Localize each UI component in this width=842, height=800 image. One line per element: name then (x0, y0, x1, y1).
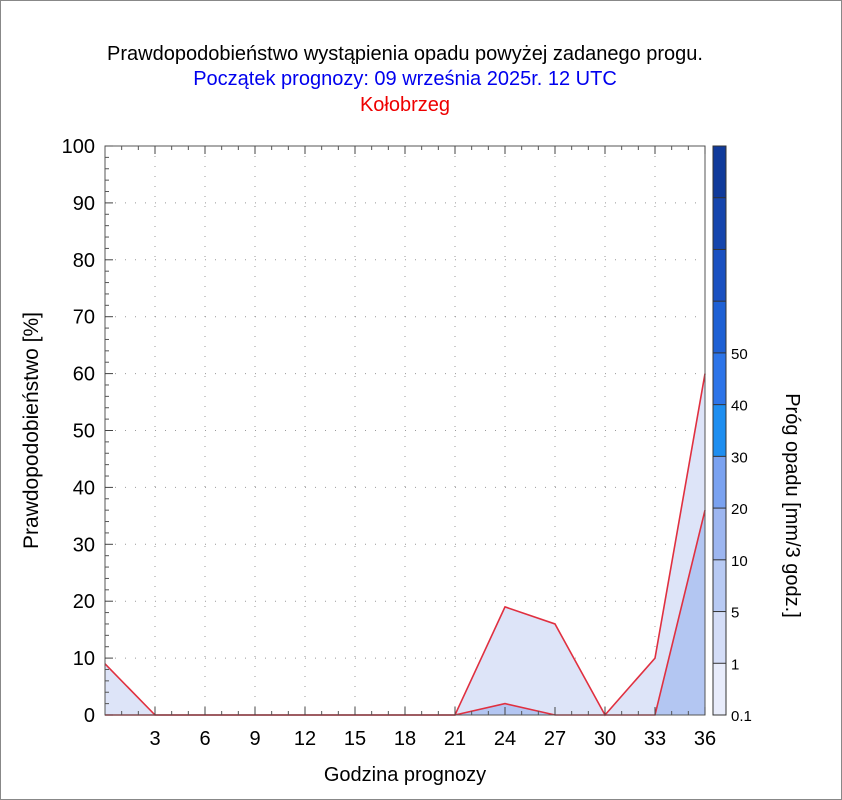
x-tick-label: 12 (294, 728, 316, 750)
colorbar-segment (713, 249, 726, 302)
colorbar-segment (713, 663, 726, 715)
colorbar-label: 1 (731, 656, 739, 673)
y-tick-label: 60 (73, 364, 95, 386)
colorbar-segment (713, 508, 726, 560)
colorbar-segment (713, 301, 726, 353)
y-tick-label: 90 (73, 193, 95, 215)
chart-title: Prawdopodobieństwo wystąpienia opadu pow… (107, 43, 703, 65)
colorbar-label: 20 (731, 501, 748, 518)
x-tick-label: 3 (149, 728, 160, 750)
colorbar-segment (713, 404, 726, 457)
y-tick-label: 50 (73, 421, 95, 443)
y-axis-label: Prawdopodobieństwo [%] (20, 312, 43, 549)
x-tick-label: 6 (199, 728, 210, 750)
y-tick-label: 70 (73, 307, 95, 329)
x-tick-label: 24 (494, 728, 516, 750)
colorbar-border (712, 145, 727, 716)
colorbar-segment (713, 352, 726, 405)
colorbar-label: 40 (731, 398, 748, 415)
colorbar-segment (713, 611, 726, 664)
x-tick-label: 27 (544, 728, 566, 750)
y-tick-label: 10 (73, 648, 95, 670)
x-tick-label: 18 (394, 728, 416, 750)
x-tick-label: 36 (694, 728, 716, 750)
x-tick-label: 30 (594, 728, 616, 750)
y-tick-label: 0 (84, 705, 95, 727)
colorbar-label: 10 (731, 553, 748, 570)
colorbar-segment (713, 146, 726, 198)
x-tick-label: 9 (249, 728, 260, 750)
location-label: Kołobrzeg (359, 94, 451, 116)
colorbar-segment (713, 197, 726, 250)
series-area-0.1 (105, 373, 705, 715)
y-tick-label: 20 (73, 591, 95, 613)
x-tick-label: 21 (444, 728, 466, 750)
x-tick-label: 15 (344, 728, 366, 750)
colorbar-label: 5 (731, 605, 739, 622)
colorbar-segment (713, 559, 726, 612)
colorbar-label: 30 (731, 449, 748, 466)
y-tick-label: 30 (73, 534, 95, 556)
colorbar-label: 50 (731, 346, 748, 363)
y-tick-label: 80 (73, 250, 95, 272)
colorbar-segment (713, 456, 726, 509)
forecast-start-subtitle: Początek prognozy: 09 września 2025r. 12… (193, 68, 617, 90)
colorbar-label: 0.1 (731, 708, 752, 725)
x-axis-label: Godzina prognozy (324, 764, 486, 786)
y-tick-label: 100 (62, 136, 95, 158)
y-tick-label: 40 (73, 477, 95, 499)
x-tick-label: 33 (644, 728, 666, 750)
colorbar-title: Próg opadu [mm/3 godz.] (781, 393, 803, 618)
